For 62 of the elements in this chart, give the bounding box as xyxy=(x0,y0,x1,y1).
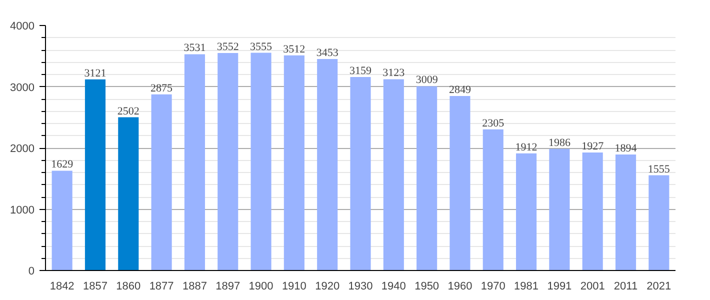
data-label: 3453 xyxy=(316,47,339,60)
bar xyxy=(582,152,603,270)
x-tick-label: 2001 xyxy=(580,280,605,292)
bar xyxy=(118,117,139,270)
x-tick-label: 1950 xyxy=(414,280,440,292)
x-tick-label: 1981 xyxy=(514,280,539,292)
y-tick-label: 1000 xyxy=(10,204,35,216)
x-tick-label: 1897 xyxy=(216,280,240,292)
y-tick-label: 4000 xyxy=(10,20,35,32)
x-tick-label: 1991 xyxy=(547,280,572,292)
data-label: 3531 xyxy=(184,42,206,54)
bar xyxy=(218,52,238,270)
data-label: 1912 xyxy=(515,141,538,154)
data-label: 1555 xyxy=(648,163,670,176)
data-label: 3159 xyxy=(350,65,372,78)
x-tick-label: 1900 xyxy=(248,280,274,292)
x-tick-label: 1887 xyxy=(182,280,207,292)
x-tick-label: 2021 xyxy=(646,280,672,292)
y-tick-label: 3000 xyxy=(10,82,35,94)
data-label: 1927 xyxy=(582,140,604,152)
bar xyxy=(416,86,438,270)
bar xyxy=(52,170,72,270)
data-label: 1629 xyxy=(51,158,74,171)
data-label: 1986 xyxy=(548,136,571,149)
x-tick-label: 1960 xyxy=(448,280,472,292)
x-tick-label: 1970 xyxy=(480,280,506,292)
bar xyxy=(482,129,504,270)
data-label: 3552 xyxy=(216,40,239,53)
bar xyxy=(184,54,205,270)
bar xyxy=(284,55,304,270)
data-label: 2305 xyxy=(482,117,505,130)
data-label: 3123 xyxy=(382,67,406,80)
data-label: 3121 xyxy=(84,67,106,80)
data-label: 2502 xyxy=(117,105,140,118)
bar xyxy=(516,153,537,270)
bar xyxy=(250,52,272,270)
x-tick-label: 1940 xyxy=(381,280,406,292)
data-label: 3009 xyxy=(416,74,438,86)
x-tick-label: 1860 xyxy=(116,280,141,292)
x-tick-label: 1930 xyxy=(348,280,373,292)
bar xyxy=(84,79,106,270)
data-label: 3555 xyxy=(250,40,273,53)
x-tick-label: 1877 xyxy=(149,280,174,292)
bar xyxy=(615,154,636,270)
bar xyxy=(350,77,371,270)
bar xyxy=(317,59,338,270)
data-label: 1894 xyxy=(614,142,638,154)
x-tick-label: 1857 xyxy=(83,280,108,292)
bar xyxy=(383,79,404,270)
bar xyxy=(648,175,670,270)
data-label: 2849 xyxy=(448,84,472,96)
bar xyxy=(549,148,570,270)
bar xyxy=(450,96,470,270)
bar xyxy=(151,94,172,270)
x-tick-label: 2011 xyxy=(614,280,638,292)
x-tick-label: 1910 xyxy=(282,280,306,292)
y-tick-label: 0 xyxy=(28,266,35,278)
y-tick-label: 2000 xyxy=(10,143,35,155)
x-tick-label: 1842 xyxy=(50,280,74,292)
x-tick-label: 1920 xyxy=(315,280,340,292)
data-label: 2875 xyxy=(150,82,174,94)
data-label: 3512 xyxy=(283,43,306,56)
